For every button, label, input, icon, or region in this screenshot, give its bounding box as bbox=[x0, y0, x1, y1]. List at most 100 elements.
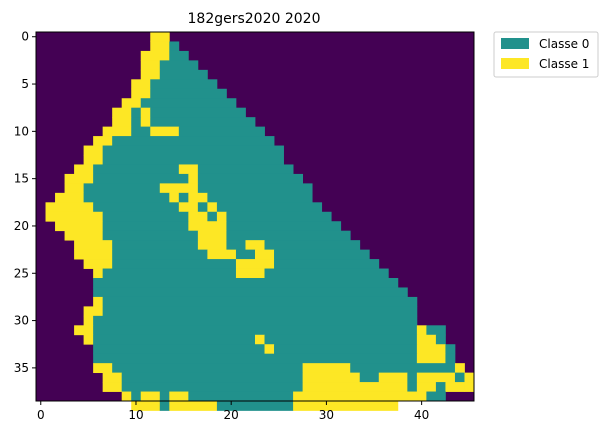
heatmap-cell-run bbox=[445, 344, 456, 355]
heatmap-cell-run bbox=[112, 249, 208, 260]
heatmap-cell-run bbox=[226, 211, 332, 222]
heatmap-cell-run bbox=[121, 382, 304, 392]
heatmap-cell-run bbox=[293, 401, 399, 411]
heatmap-cell-run bbox=[55, 192, 85, 203]
heatmap-cell-run bbox=[93, 334, 256, 345]
heatmap-cell-run bbox=[235, 259, 275, 269]
heatmap-cell-run bbox=[45, 202, 94, 213]
x-axis: 0 10 20 30 40 bbox=[37, 401, 429, 422]
heatmap-cell-run bbox=[83, 145, 104, 156]
heatmap-cell-run bbox=[207, 211, 218, 222]
heatmap-cell-run bbox=[226, 230, 351, 241]
heatmap-cell-run bbox=[464, 382, 475, 392]
heatmap-cell-run bbox=[197, 173, 304, 184]
heatmap-cell-run bbox=[407, 372, 418, 383]
heatmap-cell-run bbox=[416, 334, 437, 345]
plot-area bbox=[36, 32, 475, 411]
heatmap-cell-run bbox=[93, 164, 180, 175]
heatmap-cell-run bbox=[83, 315, 94, 326]
heatmap-cell-run bbox=[178, 164, 199, 175]
y-tick-label: 20 bbox=[14, 219, 29, 233]
y-tick-label: 15 bbox=[14, 172, 29, 186]
heatmap-cell-run bbox=[426, 325, 446, 336]
heatmap-cell-run bbox=[55, 221, 104, 232]
heatmap-cell-run bbox=[64, 183, 85, 194]
legend-swatch-classe-1 bbox=[501, 58, 529, 69]
heatmap-cell-run bbox=[131, 401, 161, 411]
heatmap-cell-run bbox=[93, 353, 418, 364]
legend-label-classe-0: Classe 0 bbox=[539, 37, 589, 51]
x-tick-label: 20 bbox=[224, 408, 239, 422]
heatmap-cell-run bbox=[64, 173, 94, 184]
heatmap-cell-run bbox=[74, 325, 94, 336]
heatmap-cell-run bbox=[169, 41, 180, 52]
heatmap-cell-run bbox=[150, 88, 227, 99]
heatmap-cell-run bbox=[93, 202, 180, 213]
heatmap-cell-run bbox=[416, 344, 446, 355]
heatmap-cell-run bbox=[454, 363, 465, 374]
heatmap-cell-run bbox=[264, 334, 418, 345]
heatmap-cell-run bbox=[255, 249, 275, 260]
heatmap-cell-run bbox=[112, 117, 132, 128]
heatmap-cell-run bbox=[159, 69, 208, 80]
heatmap-cell-run bbox=[121, 391, 132, 402]
heatmap-cell-run bbox=[112, 136, 275, 146]
heatmap-cell-run bbox=[216, 211, 227, 222]
heatmap-cell-run bbox=[197, 240, 227, 251]
heatmap-cell-run bbox=[235, 268, 265, 279]
heatmap-cell-run bbox=[445, 382, 465, 392]
heatmap-cell-run bbox=[188, 173, 199, 184]
heatmap-cell-run bbox=[378, 372, 408, 383]
legend-swatch-classe-0 bbox=[501, 38, 529, 49]
heatmap-cell-run bbox=[140, 107, 151, 118]
heatmap-cell-run bbox=[197, 183, 313, 194]
heatmap-cell-run bbox=[121, 372, 304, 383]
heatmap-cell-run bbox=[74, 164, 94, 175]
heatmap-cell-run bbox=[131, 79, 151, 90]
chart-title: 182gers2020 2020 bbox=[188, 11, 321, 27]
heatmap-cell-run bbox=[302, 382, 408, 392]
heatmap-cell-run bbox=[102, 211, 189, 222]
heatmap-cell-run bbox=[264, 268, 389, 279]
heatmap-cell-run bbox=[93, 344, 265, 355]
heatmap-cell-run bbox=[140, 98, 237, 109]
heatmap-cell-run bbox=[150, 79, 218, 90]
heatmap-cell-run bbox=[169, 401, 218, 411]
heatmap-cell-run bbox=[131, 117, 142, 128]
heatmap-cell-run bbox=[83, 334, 94, 345]
heatmap-cell-run bbox=[302, 391, 427, 402]
heatmap-cell-run bbox=[302, 363, 351, 374]
legend: Classe 0 Classe 1 bbox=[493, 31, 599, 78]
heatmap-cell-run bbox=[140, 391, 161, 402]
heatmap-cell-run bbox=[112, 363, 303, 374]
heatmap-cell-run bbox=[102, 268, 237, 279]
x-tick-label: 30 bbox=[319, 408, 334, 422]
heatmap-cell-run bbox=[102, 155, 284, 165]
heatmap-cell-run bbox=[140, 69, 161, 80]
x-tick-label: 40 bbox=[414, 408, 429, 422]
heatmap-cell-run bbox=[102, 230, 199, 241]
heatmap-cell-run bbox=[83, 259, 113, 269]
heatmap-cell-run bbox=[74, 240, 113, 251]
heatmap-cell-run bbox=[445, 353, 456, 364]
heatmap-cell-run bbox=[178, 126, 265, 137]
heatmap-cell-run bbox=[226, 221, 342, 232]
heatmap-cell-run bbox=[216, 202, 323, 213]
y-tick-label: 25 bbox=[14, 266, 29, 280]
heatmap-cell-run bbox=[93, 296, 104, 307]
heatmap-cell-run bbox=[121, 98, 142, 109]
heatmap-cell-run bbox=[131, 126, 151, 137]
heatmap-cell-run bbox=[197, 230, 227, 241]
heatmap-cell-run bbox=[264, 344, 275, 355]
heatmap-cell-run bbox=[188, 192, 208, 203]
y-tick-label: 35 bbox=[14, 361, 29, 375]
heatmap-cell-run bbox=[416, 353, 446, 364]
heatmap-cell-run bbox=[416, 325, 427, 336]
heatmap-cell-run bbox=[102, 372, 123, 383]
heatmap-cell-run bbox=[150, 117, 256, 128]
heatmap-cell-run bbox=[131, 88, 151, 99]
x-tick-label: 10 bbox=[128, 408, 143, 422]
heatmap-cell-run bbox=[235, 249, 256, 260]
heatmap-cell-run bbox=[169, 50, 189, 61]
heatmap-cell-run bbox=[359, 372, 380, 383]
